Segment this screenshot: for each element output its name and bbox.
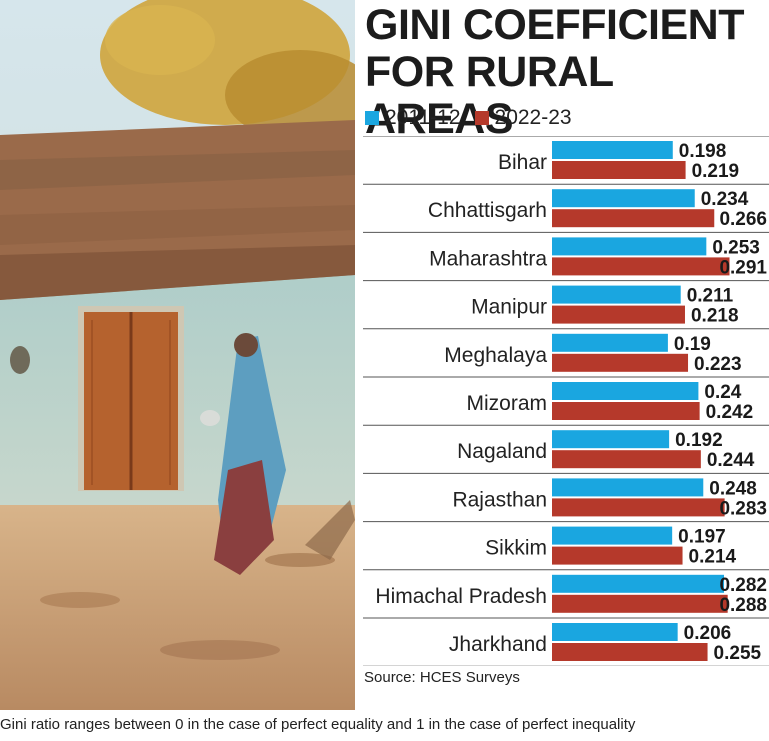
- category-label-jharkhand: Jharkhand: [449, 633, 547, 656]
- legend-label-2022-23: 2022-23: [494, 106, 572, 129]
- value-label-2011-12-sikkim: 0.197: [678, 527, 726, 548]
- value-label-2022-23-manipur: 0.218: [691, 306, 739, 327]
- bar-2022-23-chhattisgarh: [552, 209, 715, 228]
- footnote: Gini ratio ranges between 0 in the case …: [0, 716, 636, 733]
- bar-2011-12-maharashtra: [552, 237, 707, 256]
- value-label-2022-23-rajasthan: 0.283: [719, 498, 767, 519]
- value-label-2011-12-jharkhand: 0.206: [684, 623, 732, 644]
- category-label-meghalaya: Meghalaya: [444, 344, 547, 367]
- value-label-2022-23-mizoram: 0.242: [706, 402, 754, 423]
- value-label-2011-12-bihar: 0.198: [679, 141, 727, 162]
- category-label-bihar: Bihar: [498, 151, 547, 174]
- value-label-2022-23-bihar: 0.219: [692, 161, 740, 182]
- bar-2011-12-rajasthan: [552, 478, 704, 497]
- bar-2011-12-mizoram: [552, 382, 699, 400]
- bar-2022-23-nagaland: [552, 450, 701, 469]
- bar-2022-23-mizoram: [552, 402, 700, 420]
- bar-2011-12-himachal-pradesh: [552, 574, 725, 593]
- bar-2022-23-sikkim: [552, 546, 683, 565]
- value-label-2011-12-meghalaya: 0.19: [674, 334, 711, 355]
- value-label-2022-23-chhattisgarh: 0.266: [719, 209, 767, 230]
- value-label-2011-12-nagaland: 0.192: [675, 430, 723, 451]
- title-line-2: FOR RURAL AREAS: [365, 48, 613, 143]
- value-label-2022-23-himachal-pradesh: 0.288: [719, 595, 767, 616]
- category-label-maharashtra: Maharashtra: [429, 247, 547, 270]
- bar-2022-23-manipur: [552, 305, 685, 324]
- category-label-rajasthan: Rajasthan: [452, 488, 547, 511]
- category-label-manipur: Manipur: [471, 296, 547, 319]
- legend-swatch-2022-23: [474, 111, 489, 125]
- value-label-2011-12-chhattisgarh: 0.234: [701, 189, 749, 210]
- source-note: Source: HCES Surveys: [364, 669, 520, 686]
- bar-2022-23-maharashtra: [552, 257, 730, 276]
- value-label-2011-12-manipur: 0.211: [687, 286, 734, 307]
- value-label-2022-23-sikkim: 0.214: [689, 547, 737, 568]
- value-label-2011-12-maharashtra: 0.253: [712, 237, 760, 258]
- bar-2011-12-chhattisgarh: [552, 189, 695, 208]
- legend-item-2022-23: 2022-23: [474, 106, 572, 130]
- legend-label-2011-12: 2011-12: [385, 106, 461, 129]
- bar-2011-12-meghalaya: [552, 333, 668, 352]
- bar-2022-23-rajasthan: [552, 498, 725, 517]
- legend-item-2011-12: 2011-12: [365, 106, 461, 130]
- bar-2011-12-nagaland: [552, 430, 670, 449]
- bar-2011-12-bihar: [552, 141, 673, 159]
- chart-title: GINI COEFFICIENT FOR RURAL AREAS: [365, 2, 765, 143]
- legend-swatch-2011-12: [365, 111, 379, 125]
- rural-hut-photo: [0, 0, 355, 710]
- value-label-2011-12-mizoram: 0.24: [704, 382, 741, 403]
- legend: 2011-12 2022-23: [365, 106, 572, 130]
- value-label-2022-23-maharashtra: 0.291: [719, 257, 767, 278]
- title-line-1: GINI COEFFICIENT: [365, 1, 745, 49]
- category-label-himachal-pradesh: Himachal Pradesh: [375, 585, 547, 608]
- category-label-nagaland: Nagaland: [457, 440, 547, 463]
- value-label-2022-23-jharkhand: 0.255: [714, 643, 762, 664]
- value-label-2022-23-nagaland: 0.244: [707, 450, 755, 471]
- bar-2022-23-himachal-pradesh: [552, 594, 728, 613]
- bar-2011-12-jharkhand: [552, 623, 678, 641]
- value-label-2011-12-himachal-pradesh: 0.282: [719, 575, 767, 596]
- category-label-mizoram: Mizoram: [466, 392, 547, 415]
- bar-2022-23-bihar: [552, 161, 686, 179]
- category-label-chhattisgarh: Chhattisgarh: [428, 199, 547, 222]
- bar-2011-12-manipur: [552, 285, 681, 304]
- bar-2011-12-sikkim: [552, 526, 673, 545]
- value-label-2011-12-rajasthan: 0.248: [709, 478, 757, 499]
- bar-2022-23-meghalaya: [552, 353, 689, 372]
- bar-2022-23-jharkhand: [552, 643, 708, 661]
- category-label-sikkim: Sikkim: [485, 537, 547, 560]
- value-label-2022-23-meghalaya: 0.223: [694, 354, 742, 375]
